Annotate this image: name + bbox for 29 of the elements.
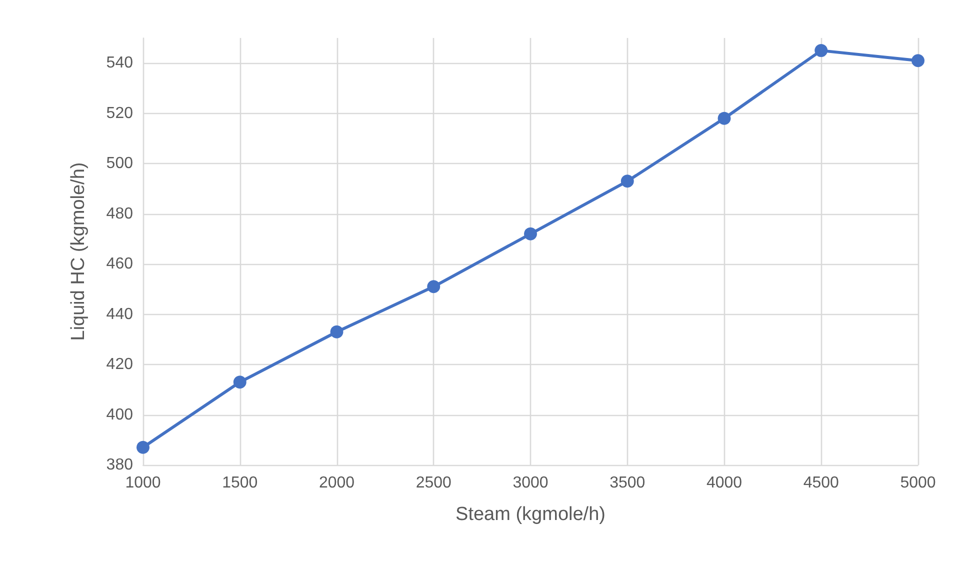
point	[524, 227, 537, 240]
x-tick-label: 2000	[318, 474, 355, 492]
x-tick-label: 2500	[416, 474, 452, 492]
x-tick-label: 5000	[900, 474, 936, 492]
y-tick-label: 460	[106, 256, 134, 273]
y-tick-label: 380	[106, 456, 134, 474]
x-tick-label: 3000	[512, 474, 548, 492]
point	[136, 440, 150, 454]
x-tick-label: 4000	[706, 474, 742, 492]
x-tick-label: 3500	[610, 474, 646, 492]
y-tick-label: 420	[106, 356, 134, 374]
y-tick-label: 540	[106, 54, 134, 72]
point	[718, 112, 731, 125]
x-tick-label: 1500	[222, 474, 258, 492]
point	[233, 376, 246, 389]
y-tick-label: 440	[106, 306, 134, 323]
point	[427, 280, 440, 294]
point	[912, 54, 924, 68]
point	[620, 174, 634, 188]
x-tick-label: 4500	[803, 474, 840, 492]
y-tick-label: 520	[106, 104, 134, 122]
x-tick-label: 1000	[125, 474, 161, 492]
point	[330, 325, 344, 338]
y-tick-label: 500	[106, 155, 134, 172]
x-axis-title: Steam (kgmole/h)	[456, 504, 606, 525]
y-tick-label: 400	[106, 406, 134, 424]
point	[814, 44, 828, 58]
y-tick-label: 480	[106, 205, 134, 222]
y-axis-title: Liquid HC (kgmole/h)	[68, 162, 89, 341]
